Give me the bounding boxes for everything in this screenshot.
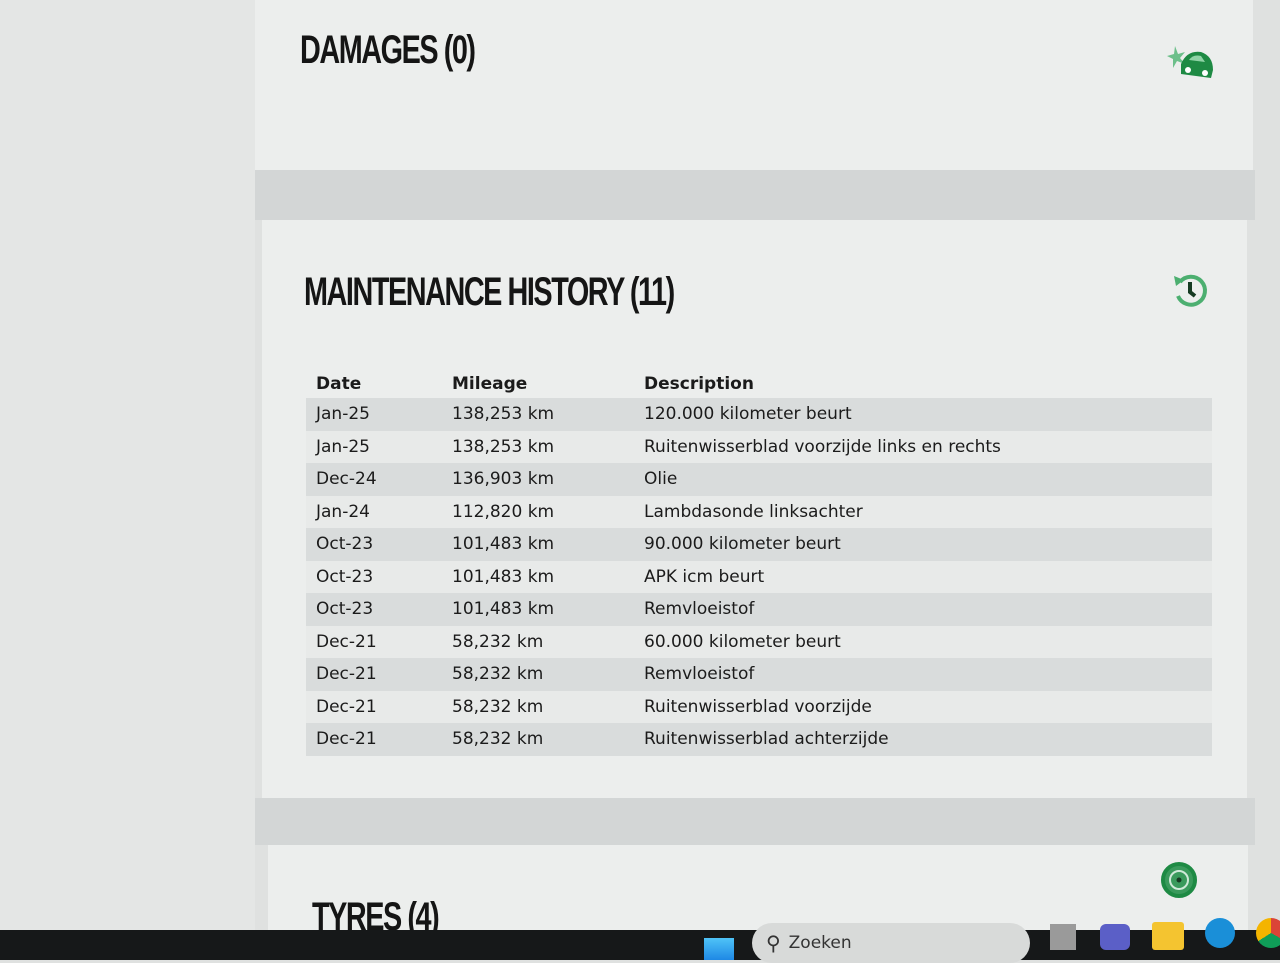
- table-row: Jan-25 138,253 km Ruitenwisserblad voorzij…: [306, 430, 1212, 463]
- cell-mileage: 58,232 km: [442, 658, 634, 691]
- table-row: Dec-21 58,232 km Ruitenwisserblad achterzi…: [306, 723, 1212, 756]
- cell-description: 120.000 kilometer beurt: [634, 398, 1212, 431]
- file-explorer-button[interactable]: [1152, 922, 1184, 950]
- cell-mileage: 101,483 km: [442, 560, 634, 593]
- cell-date: Dec-21: [306, 723, 442, 756]
- cell-mileage: 58,232 km: [442, 625, 634, 658]
- cell-mileage: 136,903 km: [442, 463, 634, 496]
- cell-description: Ruitenwisserblad achterzijde: [634, 723, 1212, 756]
- maintenance-card: MAINTENANCE HISTORY (11) Date Mileage De…: [262, 220, 1247, 798]
- cell-date: Jan-25: [306, 430, 442, 463]
- edge-button[interactable]: [1205, 918, 1235, 948]
- column-header-mileage: Mileage: [452, 374, 528, 394]
- start-button[interactable]: [704, 938, 734, 960]
- cell-description: Ruitenwisserblad voorzijde: [634, 690, 1212, 723]
- cell-date: Oct-23: [306, 593, 442, 626]
- table-row: Oct-23 101,483 km Remvloeistof: [306, 593, 1212, 626]
- cell-mileage: 138,253 km: [442, 398, 634, 431]
- damages-card: DAMAGES (0): [255, 0, 1253, 170]
- cell-date: Jan-24: [306, 495, 442, 528]
- table-header: Date Mileage Description: [306, 368, 1212, 398]
- section-divider: [255, 798, 1255, 845]
- tyres-card: TYRES (4): [268, 845, 1248, 939]
- search-placeholder: Zoeken: [788, 933, 852, 953]
- column-header-description: Description: [644, 374, 754, 394]
- cell-description: Remvloeistof: [634, 593, 1212, 626]
- cell-description: Lambdasonde linksachter: [634, 495, 1212, 528]
- table-row: Dec-24 136,903 km Olie: [306, 463, 1212, 496]
- table-row: Jan-24 112,820 km Lambdasonde linksachter: [306, 495, 1212, 528]
- cell-mileage: 58,232 km: [442, 690, 634, 723]
- cell-date: Oct-23: [306, 560, 442, 593]
- column-header-date: Date: [316, 374, 362, 394]
- table-row: Dec-21 58,232 km 60.000 kilometer beurt: [306, 625, 1212, 658]
- left-pane: [0, 0, 255, 960]
- taskbar-search[interactable]: ⚲ Zoeken: [752, 923, 1030, 963]
- cell-description: 90.000 kilometer beurt: [634, 528, 1212, 561]
- maintenance-title: MAINTENANCE HISTORY (11): [304, 270, 675, 314]
- cell-date: Dec-21: [306, 658, 442, 691]
- car-crash-icon: [1167, 46, 1213, 78]
- cell-description: APK icm beurt: [634, 560, 1212, 593]
- table-row: Jan-25 138,253 km 120.000 kilometer beurt: [306, 398, 1212, 431]
- cell-mileage: 101,483 km: [442, 528, 634, 561]
- maintenance-table: Date Mileage Description Jan-25 138,253 k…: [306, 368, 1212, 756]
- task-view-button[interactable]: [1050, 924, 1076, 950]
- cell-description: 60.000 kilometer beurt: [634, 625, 1212, 658]
- taskbar: [0, 918, 1280, 960]
- table-row: Oct-23 101,483 km APK icm beurt: [306, 560, 1212, 593]
- cell-description: Olie: [634, 463, 1212, 496]
- damages-title: DAMAGES (0): [300, 28, 476, 72]
- search-icon: ⚲: [766, 931, 781, 955]
- cell-date: Jan-25: [306, 398, 442, 431]
- history-icon: [1174, 274, 1207, 307]
- cell-mileage: 58,232 km: [442, 723, 634, 756]
- chrome-button[interactable]: [1256, 918, 1280, 948]
- cell-mileage: 101,483 km: [442, 593, 634, 626]
- table-row: Oct-23 101,483 km 90.000 kilometer beurt: [306, 528, 1212, 561]
- cell-date: Dec-21: [306, 625, 442, 658]
- cell-date: Dec-24: [306, 463, 442, 496]
- teams-button[interactable]: [1100, 924, 1130, 950]
- tyre-icon: [1161, 862, 1197, 898]
- cell-date: Dec-21: [306, 690, 442, 723]
- table-row: Dec-21 58,232 km Ruitenwisserblad voorzijd…: [306, 690, 1212, 723]
- cell-mileage: 138,253 km: [442, 430, 634, 463]
- table-row: Dec-21 58,232 km Remvloeistof: [306, 658, 1212, 691]
- section-divider: [255, 170, 1255, 220]
- cell-description: Remvloeistof: [634, 658, 1212, 691]
- cell-date: Oct-23: [306, 528, 442, 561]
- cell-mileage: 112,820 km: [442, 495, 634, 528]
- cell-description: Ruitenwisserblad voorzijde links en rech…: [634, 430, 1212, 463]
